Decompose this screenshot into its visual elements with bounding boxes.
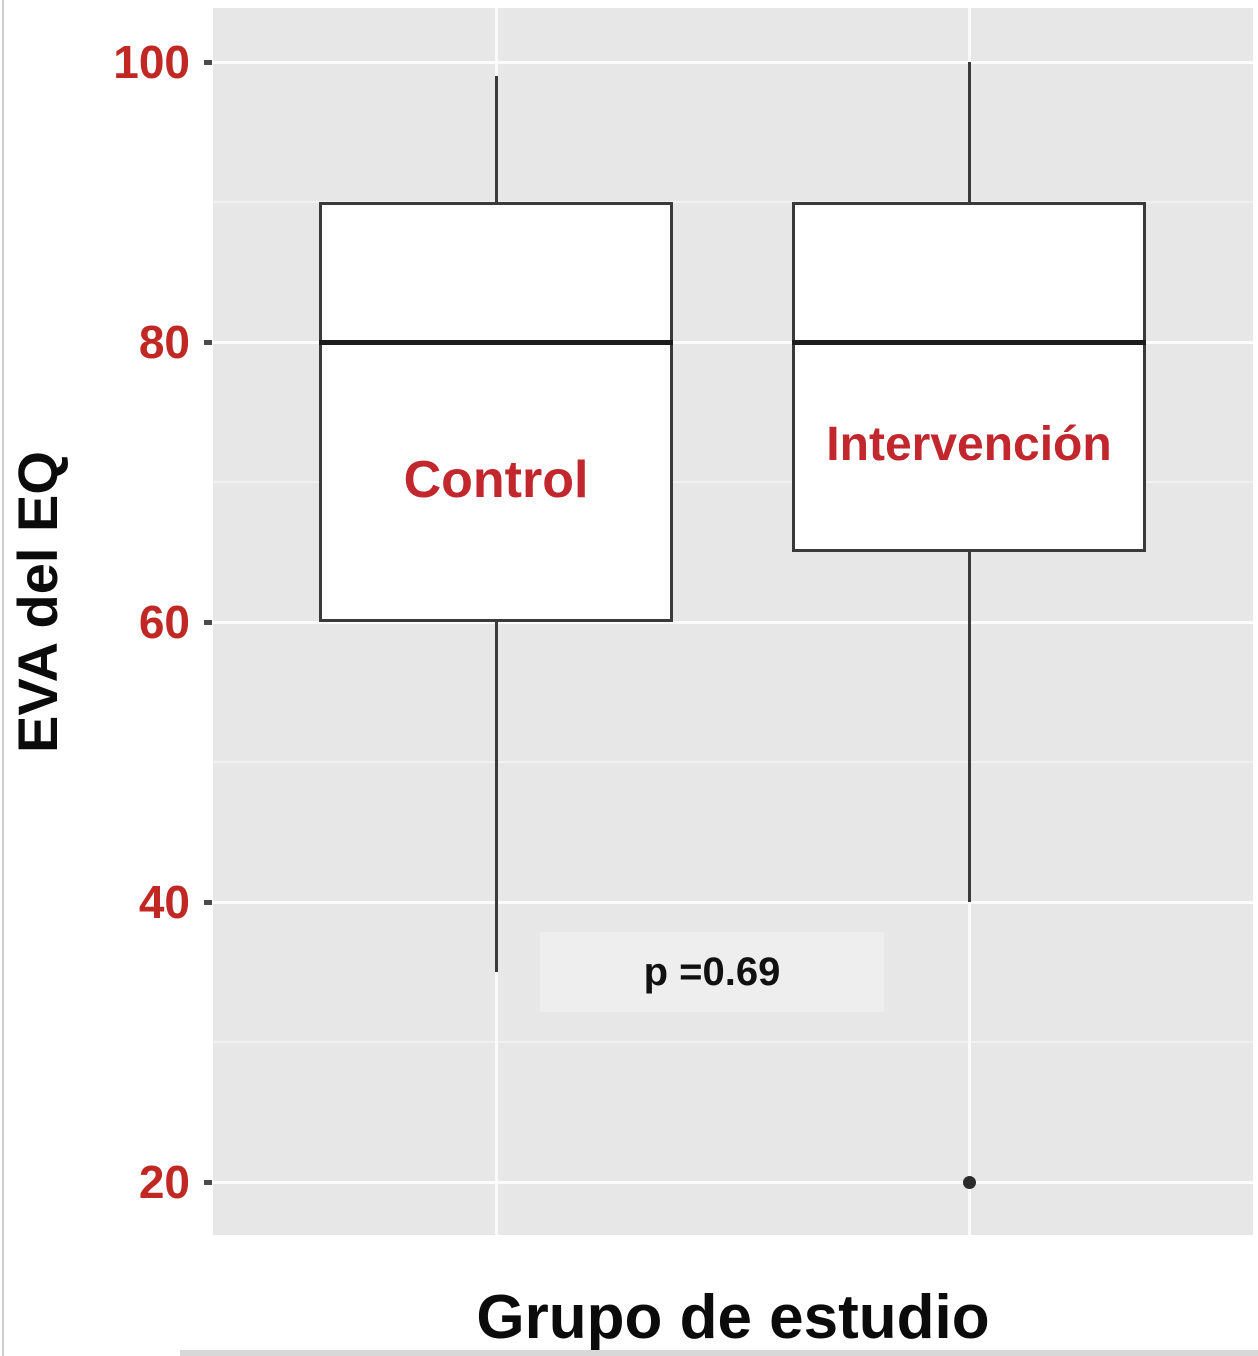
y-tick-label: 100 [113, 36, 190, 88]
minor-gridline [213, 201, 1253, 203]
major-gridline [213, 621, 1253, 624]
figure-left-border [2, 0, 4, 1356]
y-axis-tick [204, 900, 212, 905]
minor-gridline [213, 761, 1253, 763]
iqr-box [792, 202, 1146, 552]
y-axis-tick [204, 620, 212, 625]
y-axis-tick [204, 340, 212, 345]
lower-whisker [495, 622, 498, 972]
iqr-box [319, 202, 673, 622]
major-gridline [213, 901, 1253, 904]
figure-bottom-border [180, 1350, 1258, 1356]
y-tick-label: 40 [138, 876, 190, 928]
group-label: Control [403, 450, 589, 509]
median-line [319, 340, 673, 345]
median-line [792, 340, 1146, 345]
x-axis-title: Grupo de estudio [476, 1283, 990, 1352]
y-tick-label: 80 [138, 316, 190, 368]
minor-gridline [213, 1041, 1253, 1043]
y-axis-tick [204, 1180, 212, 1185]
major-gridline [213, 341, 1253, 344]
major-gridline [213, 1181, 1253, 1184]
upper-whisker [495, 76, 498, 202]
y-tick-label: 20 [138, 1156, 190, 1208]
minor-gridline [213, 481, 1253, 483]
y-axis-tick [204, 60, 212, 65]
y-axis-title: EVA del EQ [6, 451, 69, 753]
outlier-point [963, 1176, 976, 1189]
lower-whisker [968, 552, 971, 902]
upper-whisker [968, 62, 971, 202]
plot-panel: Control Intervención [213, 8, 1253, 1235]
major-gridline [213, 61, 1253, 64]
p-value-label: p =0.69 [540, 932, 884, 1012]
y-tick-label: 60 [138, 596, 190, 648]
p-value-text: p =0.69 [643, 949, 781, 994]
group-label: Intervención [826, 418, 1112, 472]
